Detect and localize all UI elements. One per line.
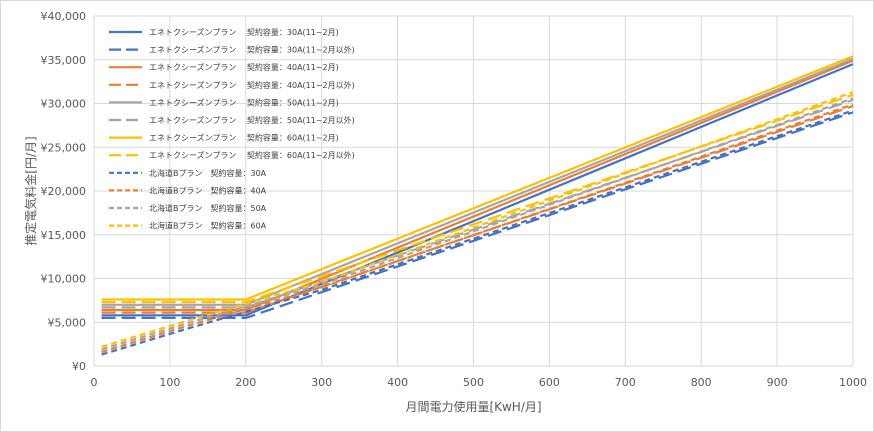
x-tick-label: 600 <box>539 376 560 389</box>
y-axis-ticks: ¥0 ¥5,000 ¥10,000 ¥15,000 ¥20,000 ¥25,000 ¥30,… <box>41 10 87 373</box>
y-tick-label: ¥20,000 <box>41 185 87 198</box>
legend-entry: 北海道Bプラン 契約容量：60A <box>109 221 267 231</box>
y-tick-label: ¥10,000 <box>41 273 87 286</box>
grid-lines <box>93 15 854 367</box>
x-tick-label: 1000 <box>839 376 867 389</box>
legend-label: エネトクシーズンプラン 契約容量：30A(11~2月以外) <box>149 45 355 55</box>
y-tick-label: ¥40,000 <box>41 10 87 23</box>
series-line-1 <box>101 63 854 317</box>
legend-label: 北海道Bプラン 契約容量：50A <box>149 203 267 213</box>
x-axis-title: 月間電力使用量[KwH/月] <box>405 399 541 414</box>
x-tick-label: 400 <box>387 376 408 389</box>
legend-label: 北海道Bプラン 契約容量：40A <box>149 185 267 195</box>
series-line-12 <box>101 91 854 348</box>
legend-entry: エネトクシーズンプラン 契約容量：40A(11~2月以外) <box>109 80 355 90</box>
x-tick-label: 200 <box>235 376 256 389</box>
legend-entry: エネトクシーズンプラン 契約容量：60A(11~2月) <box>109 133 339 143</box>
series-line-8 <box>101 93 854 304</box>
x-tick-label: 700 <box>615 376 636 389</box>
series-line-5 <box>101 57 854 306</box>
y-tick-label: ¥35,000 <box>41 54 87 67</box>
series-lines <box>101 55 854 356</box>
x-tick-label: 800 <box>691 376 712 389</box>
y-tick-label: ¥25,000 <box>41 141 87 154</box>
legend-entry: エネトクシーズンプラン 契約容量：40A(11~2月) <box>109 62 339 72</box>
legend-entry: 北海道Bプラン 契約容量：50A <box>109 203 267 213</box>
series-line-9 <box>101 109 854 356</box>
x-tick-label: 0 <box>91 376 98 389</box>
legend-label: エネトクシーズンプラン 契約容量：40A(11~2月以外) <box>149 80 355 90</box>
legend-label: エネトクシーズンプラン 契約容量：60A(11~2月) <box>149 133 339 143</box>
y-axis-title: 推定電気料金[円/月] <box>23 136 38 245</box>
series-line-7 <box>101 55 854 301</box>
legend-label: エネトクシーズンプラン 契約容量：30A(11~2月) <box>149 27 339 37</box>
series-line-2 <box>101 111 854 319</box>
legend-entry: 北海道Bプラン 契約容量：30A <box>109 168 267 178</box>
legend-label: 北海道Bプラン 契約容量：60A <box>149 221 267 231</box>
legend-label: エネトクシーズンプラン 契約容量：50A(11~2月) <box>149 97 339 107</box>
x-tick-label: 100 <box>159 376 180 389</box>
series-line-11 <box>101 97 854 351</box>
y-tick-label: ¥5,000 <box>48 316 87 329</box>
legend-entry: エネトクシーズンプラン 契約容量：30A(11~2月) <box>109 27 339 37</box>
x-tick-label: 900 <box>767 376 788 389</box>
legend-entry: エネトクシーズンプラン 契約容量：60A(11~2月以外) <box>109 150 355 160</box>
legend: エネトクシーズンプラン 契約容量：30A(11~2月) エネトクシーズンプラン 契… <box>109 27 355 231</box>
legend-entry: 北海道Bプラン 契約容量：40A <box>109 185 267 195</box>
y-tick-label: ¥30,000 <box>41 98 87 111</box>
legend-label: エネトクシーズンプラン 契約容量：50A(11~2月以外) <box>149 115 355 125</box>
legend-label: 北海道Bプラン 契約容量：30A <box>149 168 267 178</box>
legend-entry: エネトクシーズンプラン 契約容量：30A(11~2月以外) <box>109 45 355 55</box>
legend-entry: エネトクシーズンプラン 契約容量：50A(11~2月) <box>109 97 339 107</box>
y-tick-label: ¥0 <box>72 360 86 373</box>
legend-entry: エネトクシーズンプラン 契約容量：50A(11~2月以外) <box>109 115 355 125</box>
y-tick-label: ¥15,000 <box>41 229 87 242</box>
legend-label: エネトクシーズンプラン 契約容量：60A(11~2月以外) <box>149 150 355 160</box>
x-tick-label: 300 <box>311 376 332 389</box>
series-line-10 <box>101 103 854 354</box>
legend-label: エネトクシーズンプラン 契約容量：40A(11~2月) <box>149 62 339 72</box>
x-tick-label: 500 <box>463 376 484 389</box>
x-axis-ticks: 0 100 200 300 400 500 600 700 800 900 1000 <box>91 376 868 389</box>
